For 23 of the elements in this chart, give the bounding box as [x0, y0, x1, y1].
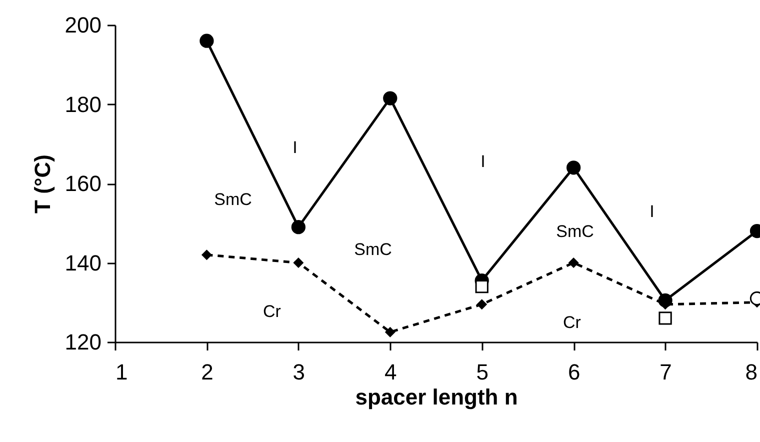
y-tick-label: 120	[64, 330, 102, 354]
x-tick-label: 6	[568, 360, 580, 384]
y-axis-title: T (°C)	[30, 154, 55, 214]
annotation: I	[480, 152, 486, 171]
x-tick-label: 7	[660, 360, 672, 384]
annotation: SmC	[556, 222, 594, 241]
x-tick-label: 5	[476, 360, 488, 384]
y-tick-label: 140	[64, 250, 102, 276]
x-tick-label: 4	[384, 360, 397, 384]
x-axis-title: spacer length n	[355, 384, 518, 410]
y-tick-label: 180	[64, 92, 102, 117]
y-tick-label: 160	[64, 171, 102, 196]
annotation: I	[292, 138, 298, 157]
annotation: SmC	[214, 190, 252, 209]
x-tick-label: 8	[745, 360, 758, 384]
annotation: Cr	[563, 313, 582, 332]
annotation: I	[650, 202, 654, 221]
annotation: SmC	[354, 240, 392, 259]
x-tick-label: 3	[292, 360, 306, 384]
x-tick-label: 1	[116, 360, 128, 384]
x-tick-label: 2	[201, 360, 214, 384]
y-tick-label: 200	[64, 12, 102, 38]
annotation: Cr	[263, 302, 282, 321]
